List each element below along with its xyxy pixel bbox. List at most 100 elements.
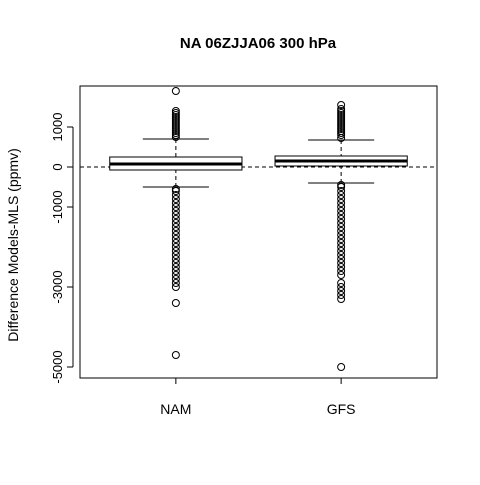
outlier: [171, 271, 180, 279]
outlier: [171, 107, 180, 115]
outlier: [171, 267, 180, 275]
outlier: [171, 227, 180, 235]
outlier: [337, 181, 346, 189]
outlier: [171, 203, 180, 211]
y-axis-label: Difference Models-MLS (ppmv): [5, 148, 21, 341]
outlier: [171, 121, 180, 129]
outlier: [337, 211, 346, 219]
outlier: [337, 219, 346, 227]
outlier: [337, 287, 346, 295]
outlier: [337, 231, 346, 239]
outlier: [337, 363, 346, 371]
outlier: [337, 295, 346, 303]
outlier: [171, 299, 180, 307]
outlier: [337, 239, 346, 247]
outlier: [337, 113, 346, 121]
outlier: [337, 119, 346, 127]
outlier: [337, 183, 346, 191]
outlier: [337, 199, 346, 207]
outlier: [171, 195, 180, 203]
outlier: [337, 227, 346, 235]
outlier: [171, 263, 180, 271]
outlier: [171, 117, 180, 125]
outlier: [171, 125, 180, 133]
y-tick-label: -5000: [50, 350, 65, 383]
y-tick-label: -1000: [50, 190, 65, 223]
outlier: [337, 129, 346, 137]
outlier: [171, 127, 180, 135]
y-tick-label: 0: [50, 163, 65, 170]
outlier: [171, 129, 180, 137]
outlier: [337, 115, 346, 123]
outlier: [171, 119, 180, 127]
outlier: [337, 207, 346, 215]
outlier: [171, 351, 180, 359]
outlier: [337, 191, 346, 199]
outlier: [171, 247, 180, 255]
outlier: [337, 187, 346, 195]
outlier: [171, 255, 180, 263]
outlier: [337, 111, 346, 119]
outlier: [171, 115, 180, 123]
outlier: [337, 123, 346, 131]
outlier: [337, 223, 346, 231]
outlier: [337, 105, 346, 113]
outlier: [171, 191, 180, 199]
outlier: [337, 255, 346, 263]
outlier: [337, 263, 346, 271]
x-tick-label: NAM: [160, 401, 191, 417]
outlier: [337, 251, 346, 259]
outlier: [171, 231, 180, 239]
outlier: [171, 199, 180, 207]
outlier: [171, 283, 180, 291]
outlier: [337, 127, 346, 135]
outlier: [337, 215, 346, 223]
outlier: [337, 121, 346, 129]
outlier: [337, 107, 346, 115]
outlier: [337, 267, 346, 275]
outlier: [337, 195, 346, 203]
outlier: [337, 271, 346, 279]
outlier: [337, 291, 346, 299]
outlier: [171, 87, 180, 95]
y-tick-label: -3000: [50, 270, 65, 303]
outlier: [171, 109, 180, 117]
outlier: [171, 239, 180, 247]
outlier: [171, 133, 180, 141]
outlier: [337, 125, 346, 133]
outlier: [171, 243, 180, 251]
outlier: [337, 117, 346, 125]
outlier: [171, 219, 180, 227]
outlier: [171, 185, 180, 193]
outlier: [171, 235, 180, 243]
x-tick-label: GFS: [327, 401, 356, 417]
outlier: [337, 247, 346, 255]
outlier: [171, 113, 180, 121]
outlier: [171, 187, 180, 195]
outlier: [171, 123, 180, 131]
outlier: [337, 131, 346, 139]
chart-title: NA 06ZJJA06 300 hPa: [180, 35, 337, 52]
outlier: [171, 259, 180, 267]
plot-frame: [79, 85, 438, 379]
outlier: [171, 215, 180, 223]
outlier: [171, 251, 180, 259]
outlier: [171, 223, 180, 231]
outlier: [171, 207, 180, 215]
outlier: [337, 101, 346, 109]
outlier: [337, 279, 346, 287]
outlier: [337, 109, 346, 117]
y-tick-label: 1000: [50, 113, 65, 142]
outlier: [171, 131, 180, 139]
outlier: [171, 111, 180, 119]
outlier: [337, 235, 346, 243]
outlier: [171, 275, 180, 283]
outlier: [337, 259, 346, 267]
outlier: [337, 203, 346, 211]
outlier: [171, 279, 180, 287]
outlier: [171, 211, 180, 219]
outlier: [337, 283, 346, 291]
outlier: [337, 243, 346, 251]
